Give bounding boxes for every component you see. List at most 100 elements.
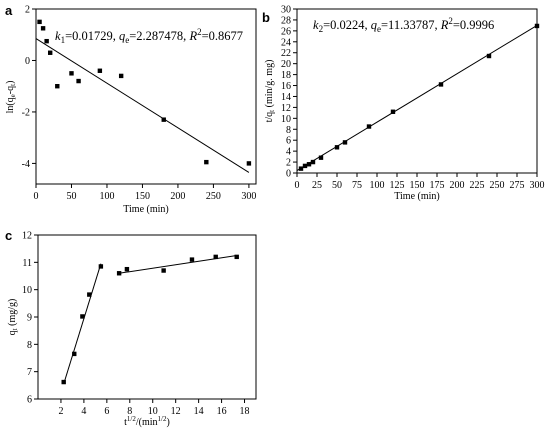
y-axis-label-c: qt (mg/g) bbox=[7, 299, 19, 336]
x-tick-label: 250 bbox=[206, 191, 221, 202]
data-point bbox=[98, 264, 104, 269]
data-point bbox=[486, 53, 492, 59]
y-tick-label: 6 bbox=[27, 395, 32, 406]
x-tick-label: 200 bbox=[450, 180, 465, 191]
data-point bbox=[189, 257, 195, 262]
data-point bbox=[204, 159, 209, 165]
x-tick-label: 275 bbox=[510, 180, 525, 191]
data-point bbox=[246, 161, 252, 166]
x-axis-label-c: t1/2/(min1/2) bbox=[124, 415, 170, 428]
y-tick-label: 8 bbox=[286, 125, 291, 136]
x-tick-label: 300 bbox=[530, 180, 545, 191]
data-point bbox=[118, 73, 124, 79]
fit-line bbox=[296, 24, 538, 171]
x-tick-label: 8 bbox=[127, 406, 132, 417]
y-tick-label: -2 bbox=[22, 107, 30, 118]
x-tick-label: 4 bbox=[81, 406, 86, 417]
y-tick-label: 12 bbox=[22, 231, 32, 242]
data-point bbox=[318, 155, 324, 160]
annotation-a: k1=0.01729, qe=2.287478, R2=0.8677 bbox=[55, 27, 243, 45]
x-tick-label: 200 bbox=[170, 191, 185, 202]
data-point bbox=[234, 254, 239, 260]
x-tick-label: 2 bbox=[58, 406, 63, 417]
x-tick-label: 12 bbox=[171, 406, 181, 417]
y-tick-label: 24 bbox=[281, 37, 291, 48]
y-tick-label: 10 bbox=[281, 114, 291, 125]
fit-line bbox=[63, 263, 102, 385]
data-point bbox=[37, 19, 42, 25]
x-tick-label: 250 bbox=[490, 180, 505, 191]
data-point bbox=[47, 50, 53, 55]
data-point bbox=[298, 166, 304, 171]
y-tick-label: 7 bbox=[27, 367, 32, 378]
x-tick-label: 50 bbox=[332, 180, 342, 191]
annotation-b: k2=0.0224, qe=11.33787, R2=0.9996 bbox=[313, 16, 494, 34]
y-tick-label: 16 bbox=[281, 81, 291, 92]
data-point bbox=[438, 82, 444, 87]
data-point bbox=[76, 78, 81, 84]
y-tick-label: 28 bbox=[281, 15, 291, 26]
x-tick-label: 150 bbox=[410, 180, 425, 191]
data-point bbox=[161, 268, 166, 273]
data-point bbox=[69, 71, 74, 76]
x-tick-label: 50 bbox=[66, 191, 76, 202]
data-point bbox=[310, 159, 316, 165]
y-tick-label: 0 bbox=[25, 56, 30, 67]
x-tick-label: 16 bbox=[217, 406, 227, 417]
data-point bbox=[124, 266, 130, 272]
x-tick-label: 75 bbox=[352, 180, 362, 191]
data-point bbox=[302, 163, 308, 169]
x-tick-label: 100 bbox=[370, 180, 385, 191]
y-tick-label: 26 bbox=[281, 26, 291, 37]
x-tick-label: 0 bbox=[34, 191, 39, 202]
y-tick-label: 0 bbox=[286, 169, 291, 180]
y-tick-label: 18 bbox=[281, 70, 291, 81]
data-point bbox=[534, 23, 540, 29]
x-axis-label-a: Time (min) bbox=[123, 204, 168, 215]
data-point bbox=[306, 162, 312, 167]
y-tick-label: 14 bbox=[281, 92, 291, 103]
y-tick-label: 2 bbox=[25, 5, 30, 16]
fit-line bbox=[35, 38, 250, 173]
data-point bbox=[116, 271, 122, 276]
data-point bbox=[40, 26, 46, 31]
y-tick-label: 30 bbox=[281, 5, 291, 16]
data-point bbox=[366, 124, 372, 129]
y-tick-label: 9 bbox=[27, 313, 32, 324]
data-point bbox=[44, 38, 49, 44]
x-axis-label-b: Time (min) bbox=[394, 191, 439, 202]
x-tick-label: 100 bbox=[99, 191, 114, 202]
data-point bbox=[55, 84, 60, 89]
data-point bbox=[80, 314, 85, 319]
y-tick-label: 8 bbox=[27, 340, 32, 351]
y-tick-label: 12 bbox=[281, 103, 291, 114]
y-tick-label: 20 bbox=[281, 59, 291, 70]
panel-label-b: b bbox=[262, 10, 270, 25]
y-tick-label: 2 bbox=[286, 158, 291, 169]
data-point bbox=[334, 145, 340, 150]
plot-frame-c bbox=[37, 234, 257, 400]
panel-c: c 2 4 6 8 10 12 14 16 18 6 7 8 9 10 11 12 t1/2/(min1/2)… bbox=[5, 228, 257, 428]
y-axis-label-b: t/qt (min/g. mg) bbox=[264, 60, 276, 123]
x-tick-label: 150 bbox=[135, 191, 150, 202]
panel-b: b 0 25 50 75 100 125 150 175 200 225 250 275 3000246… bbox=[262, 5, 545, 203]
x-tick-label: 14 bbox=[194, 406, 204, 417]
y-axis-label-a: ln(qe-qt) bbox=[5, 81, 17, 114]
data-point bbox=[161, 117, 166, 122]
x-tick-label: 225 bbox=[470, 180, 485, 191]
x-tick-label: 300 bbox=[241, 191, 256, 202]
x-tick-label: 25 bbox=[312, 180, 322, 191]
x-tick-label: 0 bbox=[295, 180, 300, 191]
x-tick-label: 10 bbox=[148, 406, 158, 417]
y-tick-label: -4 bbox=[22, 159, 30, 170]
fit-line bbox=[119, 255, 237, 274]
data-point bbox=[97, 68, 103, 73]
panel-label-a: a bbox=[5, 3, 13, 18]
panel-label-c: c bbox=[5, 228, 12, 243]
x-tick-label: 175 bbox=[430, 180, 445, 191]
plot-frame-a bbox=[35, 8, 257, 185]
y-tick-label: 11 bbox=[22, 258, 32, 269]
data-point bbox=[87, 292, 92, 297]
x-tick-label: 125 bbox=[390, 180, 405, 191]
